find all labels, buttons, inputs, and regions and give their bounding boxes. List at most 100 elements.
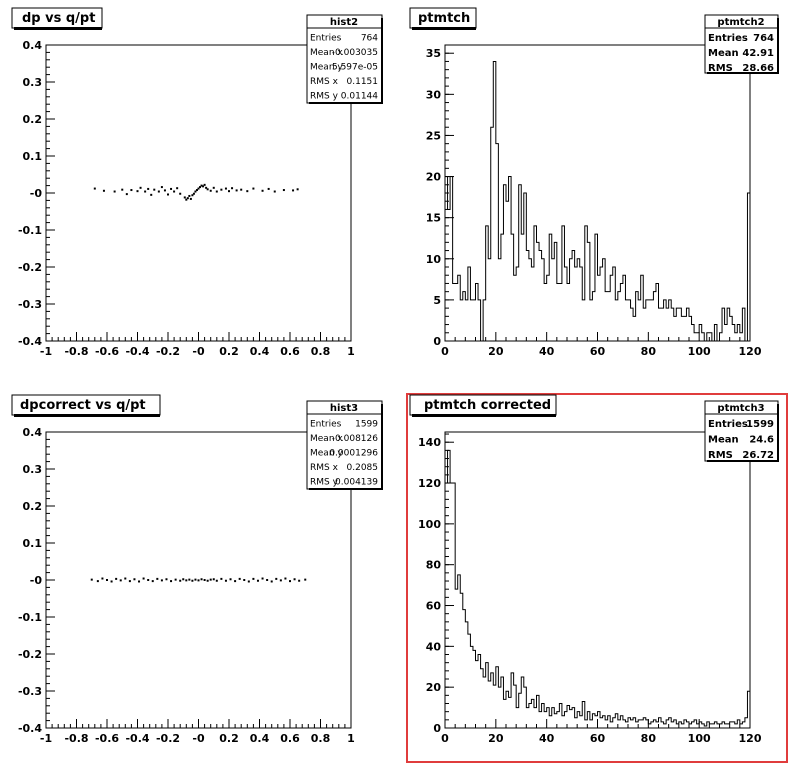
x-tick-label: -0.8 xyxy=(64,345,88,358)
scatter-point xyxy=(176,187,179,190)
stats-row-value: 0.004139 xyxy=(335,477,378,487)
stats-row-value: 28.66 xyxy=(742,63,774,74)
pad2-marks: 0 20 40 60 80 100 120 35 30 25 20 15 10 5 0 xyxy=(426,44,762,358)
scatter-point xyxy=(203,579,206,581)
scatter-point xyxy=(188,194,191,197)
x-tick-label: -1 xyxy=(40,345,52,358)
scatter-point xyxy=(195,189,198,192)
stats-row-label: Mean x xyxy=(310,434,343,444)
scatter-point xyxy=(106,579,108,581)
stats-row-value: 764 xyxy=(753,33,774,44)
scatter-point xyxy=(119,579,122,582)
y-tick-label: -0.1 xyxy=(18,611,42,624)
pad3-marks: -1 -0.8 -0.6 -0.4 -0.2 -0 0.2 0.4 0.6 0.8 1 0.4 0.3 0… xyxy=(18,426,355,745)
y-tick-label: 120 xyxy=(418,477,441,490)
scatter-point xyxy=(130,189,133,192)
pad4-marks: 0 20 40 60 80 100 120 140 120 100 80 60 40 20 0 xyxy=(418,433,762,745)
x-tick-label: 20 xyxy=(488,345,504,358)
pad2-title: ptmtch xyxy=(418,11,470,26)
scatter-point xyxy=(235,189,238,192)
stats-row-label: RMS y xyxy=(310,477,339,487)
scatter-point xyxy=(231,187,234,190)
stats-row-value: 0.1151 xyxy=(347,77,379,87)
y-tick-label: 10 xyxy=(426,253,442,266)
stats-row-label: Mean y xyxy=(310,62,343,72)
y-tick-label: -0.2 xyxy=(18,261,42,274)
scatter-point xyxy=(220,577,223,580)
scatter-point xyxy=(167,193,169,196)
x-tick-label: -0.6 xyxy=(95,345,119,358)
stats-row-label: RMS x xyxy=(310,77,339,87)
scatter-point xyxy=(194,578,197,581)
pad-dpcorrect-vs-qpt[interactable]: dpcorrect vs q/pt -1 -0.8 -0.6 -0.4 -0.2 -0 0.… xyxy=(11,394,383,745)
scatter-point xyxy=(124,577,127,580)
y-tick-label: 15 xyxy=(426,212,441,225)
scatter-point xyxy=(279,579,282,582)
x-tick-label: -0.4 xyxy=(125,732,149,745)
scatter-point xyxy=(200,578,203,581)
scatter-point xyxy=(144,190,147,193)
stats-row-label: Mean xyxy=(708,48,739,59)
x-tick-label: 0.6 xyxy=(280,345,300,358)
stats-row-label: Entries xyxy=(708,33,748,44)
y-tick-label: 60 xyxy=(426,600,442,613)
scatter-point xyxy=(194,190,197,193)
scatter-point xyxy=(138,580,141,583)
scatter-point xyxy=(261,577,264,580)
stats-row-value: 5.597e-05 xyxy=(332,62,378,72)
scatter-point xyxy=(296,188,299,191)
x-tick-label: 100 xyxy=(688,345,711,358)
stats-row-value: 0.01144 xyxy=(341,91,378,101)
x-tick-label: 80 xyxy=(641,345,657,358)
x-tick-label: 100 xyxy=(688,732,711,745)
scatter-point xyxy=(209,578,212,581)
scatter-point xyxy=(275,577,278,580)
stats-row-label: Mean xyxy=(708,435,739,446)
scatter-point xyxy=(160,186,163,189)
x-tick-label: 0.4 xyxy=(250,345,270,358)
stats-row-label: RMS y xyxy=(310,91,339,101)
scatter-point xyxy=(182,578,185,581)
scatter-point xyxy=(261,189,264,192)
x-tick-label: 1 xyxy=(347,345,355,358)
x-tick-label: 40 xyxy=(539,345,555,358)
pad-dp-vs-qpt[interactable]: dp vs q/pt -1 -0.8 -0.6 -0.4 -0.2 -0 0.2 0.4 0.6… xyxy=(11,7,383,358)
scatter-point xyxy=(203,183,206,186)
x-tick-label: 0 xyxy=(441,345,449,358)
x-tick-label: 120 xyxy=(739,345,762,358)
histogram-outline xyxy=(444,449,751,728)
scatter-point xyxy=(96,580,99,583)
x-tick-label: 0.8 xyxy=(311,345,331,358)
x-tick-label: 0.4 xyxy=(250,732,270,745)
pad-ptmtch-corrected[interactable]: ptmtch corrected 0 20 40 60 80 100 120 140 120 10… xyxy=(406,393,788,763)
y-tick-label: 0.4 xyxy=(23,39,43,52)
pad2-stats-name: ptmtch2 xyxy=(717,17,764,28)
scatter-point xyxy=(160,579,163,582)
y-tick-label: 0 xyxy=(433,335,441,348)
scatter-point xyxy=(202,185,205,188)
pad-ptmtch[interactable]: ptmtch 0 20 40 60 80 100 120 35 30 25 20 15 10 5 0 ptm… xyxy=(409,7,779,358)
y-tick-label: 35 xyxy=(426,47,441,60)
x-tick-label: -0 xyxy=(192,345,205,358)
scatter-point xyxy=(157,190,160,193)
scatter-point xyxy=(156,577,159,580)
pad3-title: dpcorrect vs q/pt xyxy=(20,398,146,413)
scatter-point xyxy=(246,190,249,193)
y-tick-label: -0 xyxy=(30,574,43,587)
x-tick-label: 0.6 xyxy=(280,732,300,745)
scatter-point xyxy=(282,189,285,192)
y-tick-label: 0.2 xyxy=(23,113,43,126)
stats-row-value: 42.91 xyxy=(742,48,774,59)
scatter-point xyxy=(224,579,227,582)
scatter-point xyxy=(229,578,232,581)
scatter-point xyxy=(115,577,118,580)
scatter-point xyxy=(185,579,188,582)
pad1-stats-box: hist2 Entries 764 Mean x-0.003035 Mean y5.5… xyxy=(306,14,383,104)
x-tick-label: 0.8 xyxy=(311,732,331,745)
scatter-point xyxy=(247,580,250,583)
y-tick-label: 0.3 xyxy=(23,463,43,476)
scatter-point xyxy=(163,189,166,192)
